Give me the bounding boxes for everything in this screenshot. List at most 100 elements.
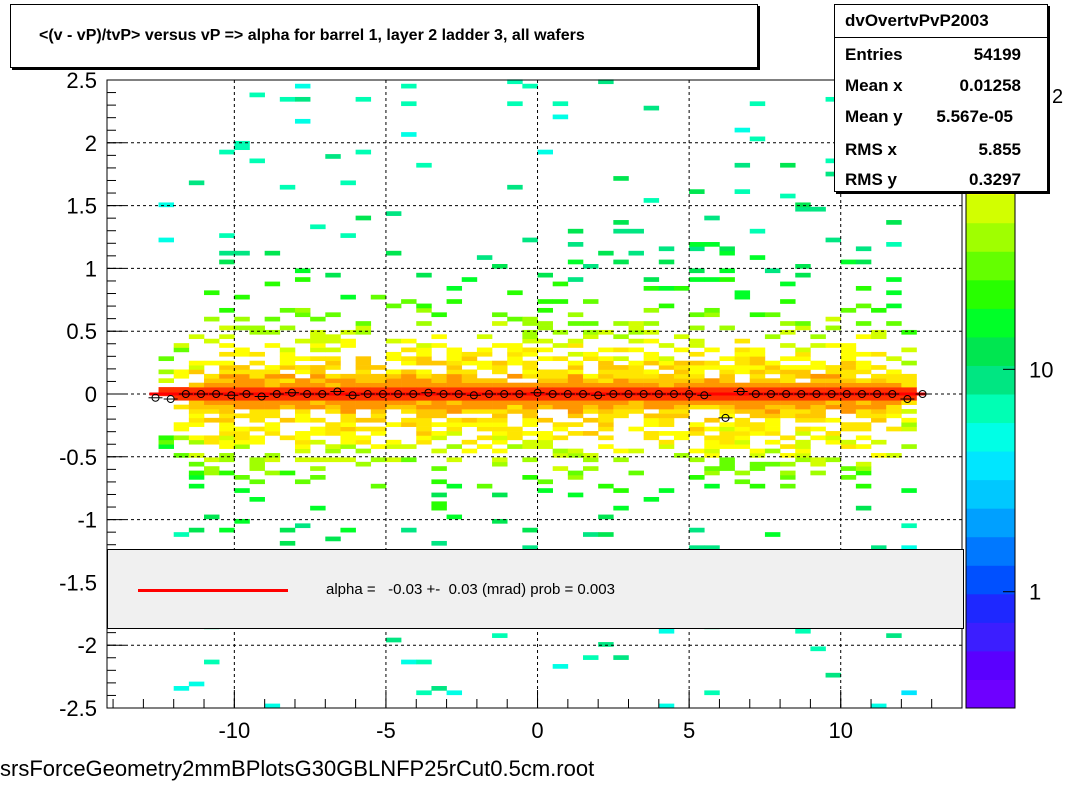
heatmap-cell [310,457,326,463]
profile-point [272,390,281,398]
heatmap-cell [628,426,644,432]
heatmap-cell [385,356,402,362]
heatmap-cell [871,307,887,313]
heatmap-cell [628,378,644,383]
heatmap-cell [401,382,417,388]
profile-point [348,391,357,400]
heatmap-cell [416,690,432,696]
profile-point [363,390,372,398]
heatmap-cell [446,457,463,463]
heatmap-cell [871,365,887,370]
heatmap-cell [825,158,842,164]
heatmap-cell [340,527,356,533]
heatmap-cell [173,387,190,392]
heatmap-cell [719,356,735,362]
heatmap-cell [719,435,735,441]
heatmap-cell [507,387,523,392]
heatmap-cell [325,356,341,362]
heatmap-cell [476,483,493,489]
heatmap-cell [264,413,281,419]
heatmap-cell [294,338,311,344]
heatmap-cell [325,536,341,542]
heatmap-cell [279,184,296,190]
heatmap-cell [401,659,417,665]
heatmap-cell [855,466,872,471]
heatmap-cell [340,422,356,427]
stats-row-mean-x: Mean x 0.01258 [835,76,1047,106]
heatmap-cell [855,378,872,383]
heatmap-cell [325,360,341,366]
heatmap-cell [416,343,432,348]
heatmap-cell [492,492,508,498]
heatmap-cell [537,321,553,326]
heatmap-cell [810,400,826,405]
heatmap-cell [279,387,296,392]
profile-point [151,393,160,402]
profile-point [485,390,494,398]
profile-point [857,390,866,398]
heatmap-cell [294,356,311,362]
heatmap-cell [673,378,690,383]
heatmap-cell [567,242,584,247]
heatmap-cell [416,431,432,436]
heatmap-cell [764,365,781,370]
heatmap-cell [749,136,766,142]
heatmap-cell [310,431,326,436]
heatmap-cell [431,448,447,454]
heatmap-cell [749,461,766,467]
heatmap-cell [279,347,296,353]
heatmap-cell [886,220,902,225]
heatmap-cell [795,321,811,326]
heatmap-cell [446,387,463,392]
heatmap-cell [219,360,235,366]
heatmap-cell [598,417,614,423]
heatmap-cell [219,453,235,458]
heatmap-cell [886,633,902,638]
heatmap-cell [492,321,508,326]
heatmap-cell [249,466,265,471]
heatmap-cell [764,439,781,445]
heatmap-cell [279,470,296,476]
heatmap-cell [325,334,341,340]
heatmap-cell [461,360,478,366]
heatmap-cell [264,281,281,287]
heatmap-cell [613,347,629,353]
heatmap-cell [734,294,751,300]
heatmap-cell [401,101,417,107]
heatmap-cell [598,426,614,432]
heatmap-cell [689,365,705,370]
heatmap-cell [840,307,857,313]
profile-point [609,390,618,398]
heatmap-cell [158,369,175,375]
heatmap-cell [310,466,326,471]
heatmap-cell [734,351,751,357]
heatmap-cell [855,426,872,432]
heatmap-cell [871,409,887,414]
heatmap-cell [537,272,553,278]
heatmap-cell [583,321,599,326]
heatmap-cell [370,373,387,379]
heatmap-cell [689,400,705,405]
heatmap-cell [643,496,660,502]
heatmap-cell [734,395,751,401]
heatmap-cell [567,365,584,370]
heatmap-cell [234,400,250,405]
heatmap-cell [598,79,614,85]
heatmap-cell [507,316,523,322]
heatmap-cell [446,417,463,423]
heatmap-cell [719,413,735,419]
heatmap-cell [204,395,220,401]
heatmap-cell [249,496,265,502]
heatmap-cell [416,321,432,326]
stats-row-mean-y: Mean y 5.567e-05 [835,107,1047,137]
heatmap-cell [492,461,508,467]
heatmap-cell [598,514,614,520]
heatmap-cell [871,395,887,401]
heatmap-cell [734,369,751,375]
heatmap-cell [158,439,175,445]
heatmap-cell [158,387,175,392]
heatmap-cell [598,378,614,383]
heatmap-cell [234,382,250,388]
heatmap-cell [416,426,432,432]
heatmap-cell [401,527,417,533]
